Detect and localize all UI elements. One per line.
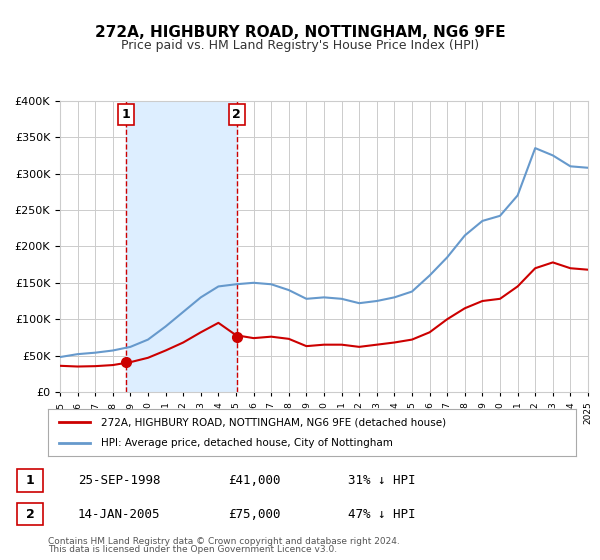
Text: 31% ↓ HPI: 31% ↓ HPI — [348, 474, 415, 487]
Text: 14-JAN-2005: 14-JAN-2005 — [78, 507, 161, 521]
Text: 2: 2 — [232, 108, 241, 121]
Text: 272A, HIGHBURY ROAD, NOTTINGHAM, NG6 9FE: 272A, HIGHBURY ROAD, NOTTINGHAM, NG6 9FE — [95, 25, 505, 40]
Bar — [125, 101, 237, 392]
Text: 1: 1 — [121, 108, 130, 121]
Text: This data is licensed under the Open Government Licence v3.0.: This data is licensed under the Open Gov… — [48, 545, 337, 554]
Text: Contains HM Land Registry data © Crown copyright and database right 2024.: Contains HM Land Registry data © Crown c… — [48, 537, 400, 546]
Text: £75,000: £75,000 — [228, 507, 281, 521]
Text: 47% ↓ HPI: 47% ↓ HPI — [348, 507, 415, 521]
Text: Price paid vs. HM Land Registry's House Price Index (HPI): Price paid vs. HM Land Registry's House … — [121, 39, 479, 52]
Text: £41,000: £41,000 — [228, 474, 281, 487]
Text: HPI: Average price, detached house, City of Nottingham: HPI: Average price, detached house, City… — [101, 438, 392, 448]
Text: 2: 2 — [26, 507, 34, 521]
Text: 1: 1 — [26, 474, 34, 487]
Text: 25-SEP-1998: 25-SEP-1998 — [78, 474, 161, 487]
Text: 272A, HIGHBURY ROAD, NOTTINGHAM, NG6 9FE (detached house): 272A, HIGHBURY ROAD, NOTTINGHAM, NG6 9FE… — [101, 417, 446, 427]
